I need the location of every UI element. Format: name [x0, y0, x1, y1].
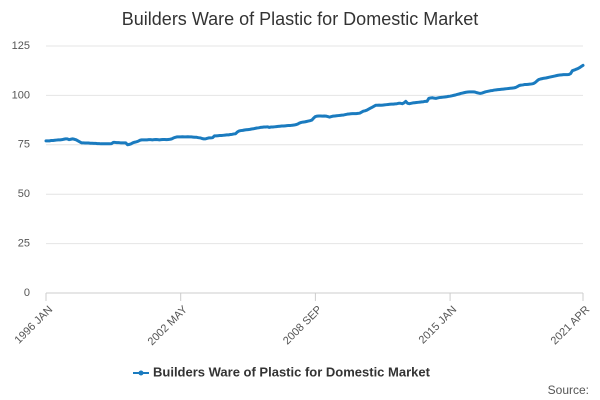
data-line	[44, 63, 585, 147]
source-note: Source:	[548, 383, 589, 397]
y-tick-label: 50	[18, 188, 30, 200]
chart-title: Builders Ware of Plastic for Domestic Ma…	[122, 9, 478, 29]
legend-item: Builders Ware of Plastic for Domestic Ma…	[133, 364, 431, 379]
y-tick-label: 25	[18, 238, 30, 250]
y-tick-label: 0	[24, 287, 30, 299]
legend-marker	[138, 370, 144, 376]
x-tick-label: 2008 SEP	[281, 304, 325, 348]
x-tick-label: 2015 JAN	[417, 304, 460, 347]
y-tick-label: 75	[18, 139, 30, 151]
x-tick-label: 2021 APR	[549, 304, 593, 348]
x-tick-label: 2002 MAY	[146, 303, 191, 348]
x-tick-label: 1996 JAN	[13, 304, 56, 347]
y-tick-label: 100	[12, 89, 30, 101]
legend-label: Builders Ware of Plastic for Domestic Ma…	[153, 364, 431, 379]
y-tick-label: 125	[12, 40, 30, 52]
